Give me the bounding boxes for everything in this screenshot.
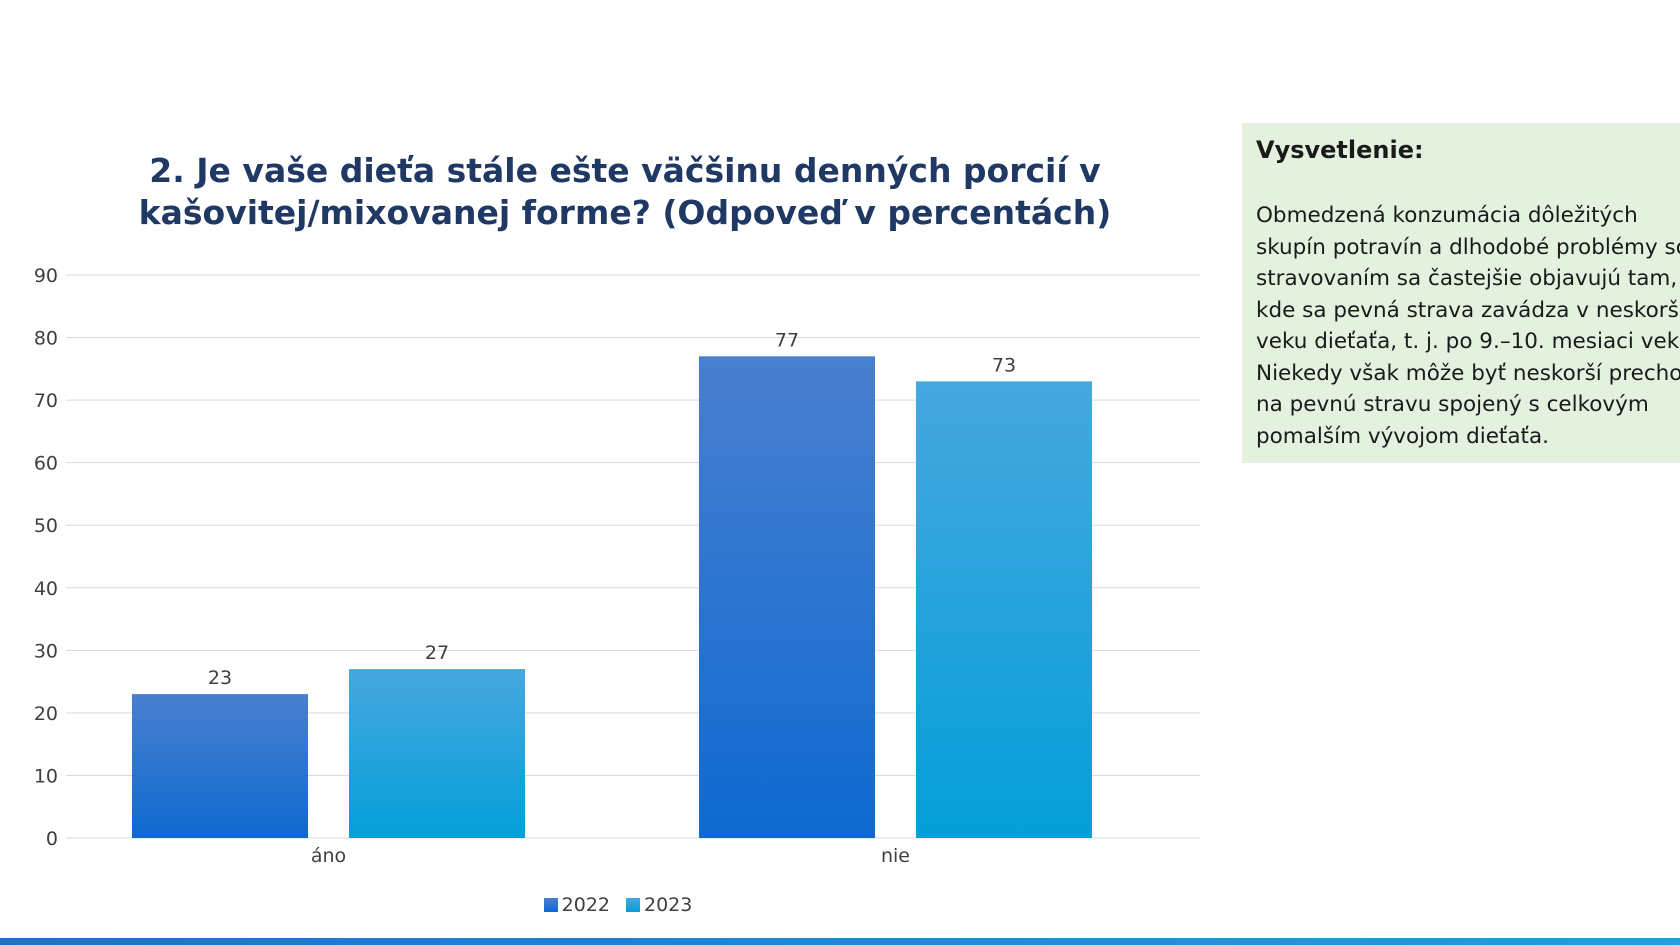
- data-label: 27: [425, 642, 449, 664]
- bars: [132, 356, 1092, 838]
- data-label: 23: [208, 667, 232, 689]
- legend-label: 2022: [561, 894, 610, 916]
- data-label: 73: [992, 354, 1016, 376]
- explanation-line: kde sa pevná strava zavádza v neskoršom: [1256, 297, 1680, 323]
- y-tick-label: 60: [34, 453, 58, 475]
- y-axis-ticks: 0 10 20 30 40 50 60 70 80 90: [34, 265, 58, 850]
- legend-label: 2023: [644, 894, 693, 916]
- explanation-line: veku dieťaťa, t. j. po 9.–10. mesiaci ve…: [1256, 329, 1680, 354]
- bar-2023-áno: [349, 669, 525, 838]
- bar-chart: 0 10 20 30 40 50 60 70 80 90 23 27 77 73 áno nie: [34, 265, 1200, 867]
- chart-title-line-2: kašovitej/mixovanej forme? (Odpoveď v pe…: [138, 193, 1112, 232]
- explanation-box: Vysvetlenie: Obmedzená konzumácia dôleži…: [1242, 123, 1680, 463]
- legend-swatch: [626, 898, 640, 912]
- bar-2022-áno: [132, 694, 308, 838]
- y-tick-label: 90: [34, 265, 58, 287]
- explanation-line: pomalším vývojom dieťaťa.: [1256, 423, 1549, 449]
- explanation-line: na pevnú stravu spojený s celkovým: [1256, 392, 1649, 417]
- x-tick-label: áno: [311, 845, 346, 867]
- legend-item: 2023: [626, 894, 692, 916]
- explanation-line: stravovaním sa častejšie objavujú tam,: [1256, 266, 1678, 291]
- x-axis-ticks: áno nie: [311, 845, 910, 867]
- explanation-line: Niekedy však môže byť neskorší prechod: [1256, 360, 1680, 386]
- bar-2023-nie: [916, 381, 1092, 838]
- explanation-line: Obmedzená konzumácia dôležitých: [1256, 203, 1638, 228]
- y-tick-label: 20: [34, 703, 58, 725]
- bottom-accent-bar: [0, 938, 1680, 945]
- data-labels: 23 27 77 73: [208, 329, 1016, 689]
- bar-2022-nie: [699, 356, 875, 838]
- y-tick-label: 80: [34, 328, 58, 350]
- explanation-text: Obmedzená konzumácia dôležitých skupín p…: [1256, 200, 1680, 452]
- chart-legend: 2022 2023: [0, 894, 1236, 916]
- x-tick-label: nie: [881, 845, 910, 867]
- y-tick-label: 0: [46, 828, 58, 850]
- y-tick-label: 50: [34, 515, 58, 537]
- y-tick-label: 30: [34, 640, 58, 662]
- explanation-heading: Vysvetlenie:: [1256, 136, 1424, 164]
- chart-title-line-1: 2. Je vaše dieťa stále ešte väčšinu denn…: [149, 151, 1101, 190]
- y-tick-label: 70: [34, 390, 58, 412]
- legend-item: 2022: [543, 894, 610, 916]
- y-tick-label: 10: [34, 765, 58, 787]
- chart-title: 2. Je vaše dieťa stále ešte väčšinu denn…: [0, 150, 1250, 234]
- y-tick-label: 40: [34, 578, 58, 600]
- data-label: 77: [775, 329, 799, 351]
- legend-swatch: [543, 898, 558, 912]
- explanation-line: skupín potravín a dlhodobé problémy so: [1256, 234, 1680, 260]
